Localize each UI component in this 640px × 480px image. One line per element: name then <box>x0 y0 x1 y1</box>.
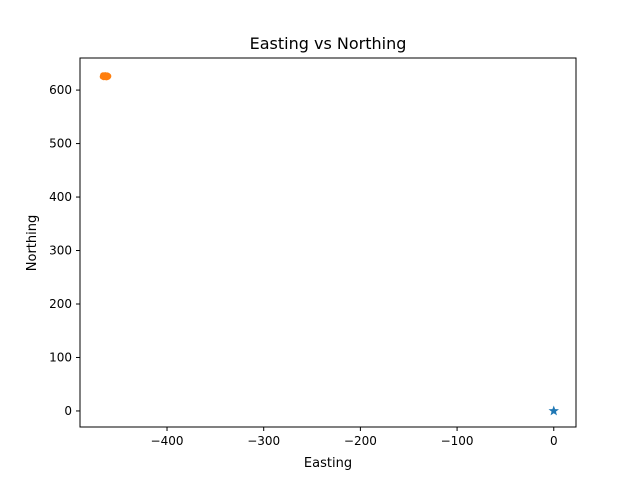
x-tick-label: −400 <box>151 434 184 448</box>
x-tick-label: −300 <box>247 434 280 448</box>
x-axis-label: Easting <box>304 456 352 471</box>
y-tick-label: 300 <box>49 244 72 258</box>
x-tick-label: −200 <box>344 434 377 448</box>
data-point-star <box>548 405 559 416</box>
y-tick-label: 100 <box>49 350 72 364</box>
data-point <box>104 73 111 80</box>
x-tick-label: 0 <box>550 434 558 448</box>
plot-area <box>99 72 559 416</box>
y-tick-label: 600 <box>49 83 72 97</box>
y-tick-label: 200 <box>49 297 72 311</box>
x-tick-label: −100 <box>441 434 474 448</box>
axes-frame <box>79 57 577 428</box>
y-tick-label: 400 <box>49 190 72 204</box>
y-axis-label: Northing <box>25 215 40 271</box>
y-tick-label: 0 <box>64 404 72 418</box>
chart-title: Easting vs Northing <box>250 34 407 53</box>
y-tick-label: 500 <box>49 137 72 151</box>
tick-layer: −400 −300 −200 −100 0 0 100 200 300 400 500 600 <box>49 83 557 448</box>
